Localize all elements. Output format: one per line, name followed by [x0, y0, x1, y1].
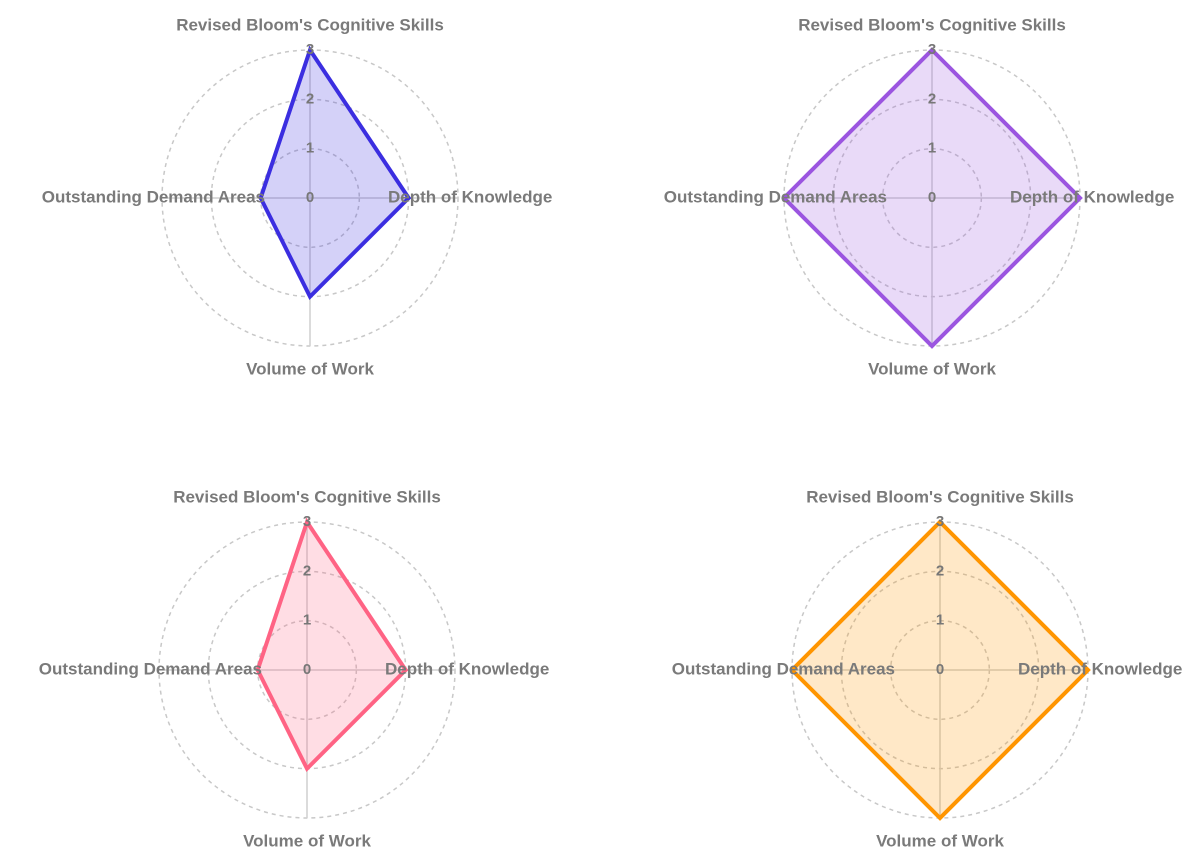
r-tick-label: 2 [303, 562, 311, 579]
point-label: Volume of Work [243, 831, 371, 849]
r-tick-label: 1 [306, 140, 314, 157]
point-label: Outstanding Demand Areas [42, 187, 265, 206]
point-label: Revised Bloom's Cognitive Skills [176, 15, 444, 34]
r-tick-label: 0 [936, 661, 944, 678]
point-label: Outstanding Demand Areas [664, 187, 887, 206]
point-label: Depth of Knowledge [1018, 659, 1182, 678]
point-label: Depth of Knowledge [1010, 187, 1174, 206]
r-tick-label: 3 [303, 513, 311, 530]
r-tick-label: 0 [928, 189, 936, 206]
point-label: Revised Bloom's Cognitive Skills [806, 487, 1074, 506]
r-tick-label: 1 [303, 612, 311, 629]
point-label: Volume of Work [876, 831, 1004, 849]
point-label: Volume of Work [246, 359, 374, 378]
radar-area [258, 45, 412, 301]
r-tick-label: 0 [306, 189, 314, 206]
r-tick-label: 3 [928, 41, 936, 58]
point-label: Depth of Knowledge [385, 659, 549, 678]
radar-area [781, 47, 1083, 349]
radar-area [789, 519, 1091, 821]
point-label: Outstanding Demand Areas [39, 659, 262, 678]
r-tick-label: 2 [928, 90, 936, 107]
point-label: Revised Bloom's Cognitive Skills [798, 15, 1066, 34]
r-tick-label: 0 [303, 661, 311, 678]
point-label: Outstanding Demand Areas [672, 659, 895, 678]
radar-area [255, 517, 409, 773]
r-tick-label: 3 [936, 513, 944, 530]
r-tick-label: 1 [936, 612, 944, 629]
r-tick-label: 3 [306, 41, 314, 58]
r-tick-label: 2 [306, 90, 314, 107]
point-label: Volume of Work [868, 359, 996, 378]
r-tick-label: 1 [928, 140, 936, 157]
point-label: Revised Bloom's Cognitive Skills [173, 487, 441, 506]
point-label: Depth of Knowledge [388, 187, 552, 206]
r-tick-label: 2 [936, 562, 944, 579]
